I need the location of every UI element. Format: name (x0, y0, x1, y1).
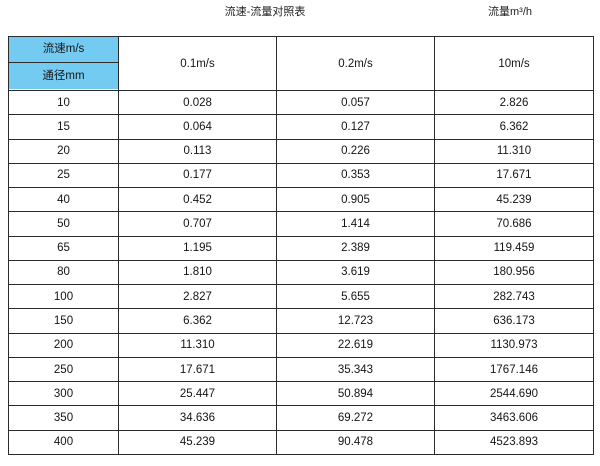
table-row: 80 1.810 3.619 180.956 (8, 259, 594, 286)
cell-flow-0-1ms: 11.310 (118, 332, 277, 358)
table-title: 流速-流量对照表 (224, 6, 306, 18)
cell-flow-10ms: 70.686 (434, 211, 594, 237)
corner-header-cell: 流速m/s 通径mm (8, 36, 119, 91)
cell-flow-0-1ms: 2.827 (118, 284, 277, 310)
cell-flow-10ms: 636.173 (434, 308, 594, 334)
cell-flow-0-2ms: 0.353 (276, 162, 435, 189)
cell-flow-0-1ms: 1.195 (118, 235, 277, 261)
table-row: 50 0.707 1.414 70.686 (8, 211, 594, 237)
cell-nominal-diameter: 200 (8, 332, 119, 358)
cell-flow-0-2ms: 69.272 (276, 405, 435, 431)
cell-flow-0-1ms: 34.636 (118, 405, 277, 431)
cell-flow-10ms: 17.671 (434, 162, 594, 189)
column-header-0-2ms: 0.2m/s (276, 36, 435, 91)
table-row: 250 17.671 35.343 1767.146 (8, 356, 594, 383)
cell-nominal-diameter: 40 (8, 187, 119, 213)
cell-flow-0-1ms: 0.177 (118, 162, 277, 189)
cell-flow-0-2ms: 12.723 (276, 308, 435, 334)
cell-flow-10ms: 2.826 (434, 89, 594, 116)
cell-flow-0-2ms: 0.127 (276, 114, 435, 140)
table-row: 200 11.310 22.619 1130.973 (8, 332, 594, 358)
table-row: 350 34.636 69.272 3463.606 (8, 405, 594, 431)
cell-flow-0-2ms: 0.226 (276, 138, 435, 164)
cell-flow-0-1ms: 0.028 (118, 89, 277, 116)
cell-nominal-diameter: 350 (8, 405, 119, 431)
cell-nominal-diameter: 80 (8, 259, 119, 286)
cell-flow-10ms: 11.310 (434, 138, 594, 164)
cell-flow-0-2ms: 5.655 (276, 284, 435, 310)
table-row: 65 1.195 2.389 119.459 (8, 235, 594, 261)
cell-flow-0-1ms: 25.447 (118, 381, 277, 407)
cell-nominal-diameter: 65 (8, 235, 119, 261)
cell-flow-10ms: 4523.893 (434, 429, 594, 456)
units-label: 流量m³/h (488, 6, 532, 18)
cell-nominal-diameter: 250 (8, 356, 119, 383)
table-row: 10 0.028 0.057 2.826 (8, 89, 594, 116)
cell-flow-0-1ms: 0.452 (118, 187, 277, 213)
table-row: 150 6.362 12.723 636.173 (8, 308, 594, 334)
table-row: 40 0.452 0.905 45.239 (8, 187, 594, 213)
corner-header-velocity-label: 流速m/s (9, 37, 118, 63)
cell-nominal-diameter: 20 (8, 138, 119, 164)
cell-flow-0-1ms: 0.113 (118, 138, 277, 164)
cell-flow-0-1ms: 0.707 (118, 211, 277, 237)
cell-flow-10ms: 282.743 (434, 284, 594, 310)
cell-flow-0-2ms: 0.905 (276, 187, 435, 213)
cell-flow-0-1ms: 6.362 (118, 308, 277, 334)
cell-flow-0-1ms: 45.239 (118, 429, 277, 456)
cell-flow-10ms: 3463.606 (434, 405, 594, 431)
table-row: 400 45.239 90.478 4523.893 (8, 429, 594, 456)
cell-flow-0-1ms: 17.671 (118, 356, 277, 383)
corner-header-diameter-label: 通径mm (9, 63, 118, 89)
cell-nominal-diameter: 150 (8, 308, 119, 334)
cell-flow-10ms: 1130.973 (434, 332, 594, 358)
table-body: 流速m/s 通径mm 0.1m/s 0.2m/s 10m/s 10 0.028 0.… (8, 36, 594, 456)
cell-nominal-diameter: 50 (8, 211, 119, 237)
cell-nominal-diameter: 10 (8, 89, 119, 116)
cell-flow-0-2ms: 90.478 (276, 429, 435, 456)
table-row: 100 2.827 5.655 282.743 (8, 284, 594, 310)
column-header-0-1ms: 0.1m/s (118, 36, 277, 91)
cell-flow-0-2ms: 35.343 (276, 356, 435, 383)
cell-flow-0-2ms: 22.619 (276, 332, 435, 358)
column-header-10ms: 10m/s (434, 36, 594, 91)
cell-flow-10ms: 119.459 (434, 235, 594, 261)
cell-flow-0-2ms: 3.619 (276, 259, 435, 286)
caption-bar: 流速-流量对照表 流量m³/h (0, 0, 600, 30)
cell-flow-10ms: 45.239 (434, 187, 594, 213)
cell-flow-0-2ms: 1.414 (276, 211, 435, 237)
table-row: 300 25.447 50.894 2544.690 (8, 381, 594, 407)
cell-flow-0-2ms: 2.389 (276, 235, 435, 261)
cell-flow-0-1ms: 1.810 (118, 259, 277, 286)
table-row: 15 0.064 0.127 6.362 (8, 114, 594, 140)
table-row: 20 0.113 0.226 11.310 (8, 138, 594, 164)
cell-flow-0-2ms: 0.057 (276, 89, 435, 116)
flow-table-container: 流速m/s 通径mm 0.1m/s 0.2m/s 10m/s 10 0.028 0.… (8, 36, 594, 456)
cell-flow-10ms: 6.362 (434, 114, 594, 140)
cell-flow-10ms: 180.956 (434, 259, 594, 286)
cell-nominal-diameter: 25 (8, 162, 119, 189)
cell-nominal-diameter: 100 (8, 284, 119, 310)
cell-nominal-diameter: 300 (8, 381, 119, 407)
cell-nominal-diameter: 400 (8, 429, 119, 456)
flow-rate-table: 流速m/s 通径mm 0.1m/s 0.2m/s 10m/s 10 0.028 0.… (8, 36, 594, 456)
cell-flow-10ms: 1767.146 (434, 356, 594, 383)
table-row: 25 0.177 0.353 17.671 (8, 162, 594, 189)
cell-flow-10ms: 2544.690 (434, 381, 594, 407)
cell-flow-0-2ms: 50.894 (276, 381, 435, 407)
table-header-row: 流速m/s 通径mm 0.1m/s 0.2m/s 10m/s (8, 36, 594, 91)
cell-flow-0-1ms: 0.064 (118, 114, 277, 140)
cell-nominal-diameter: 15 (8, 114, 119, 140)
